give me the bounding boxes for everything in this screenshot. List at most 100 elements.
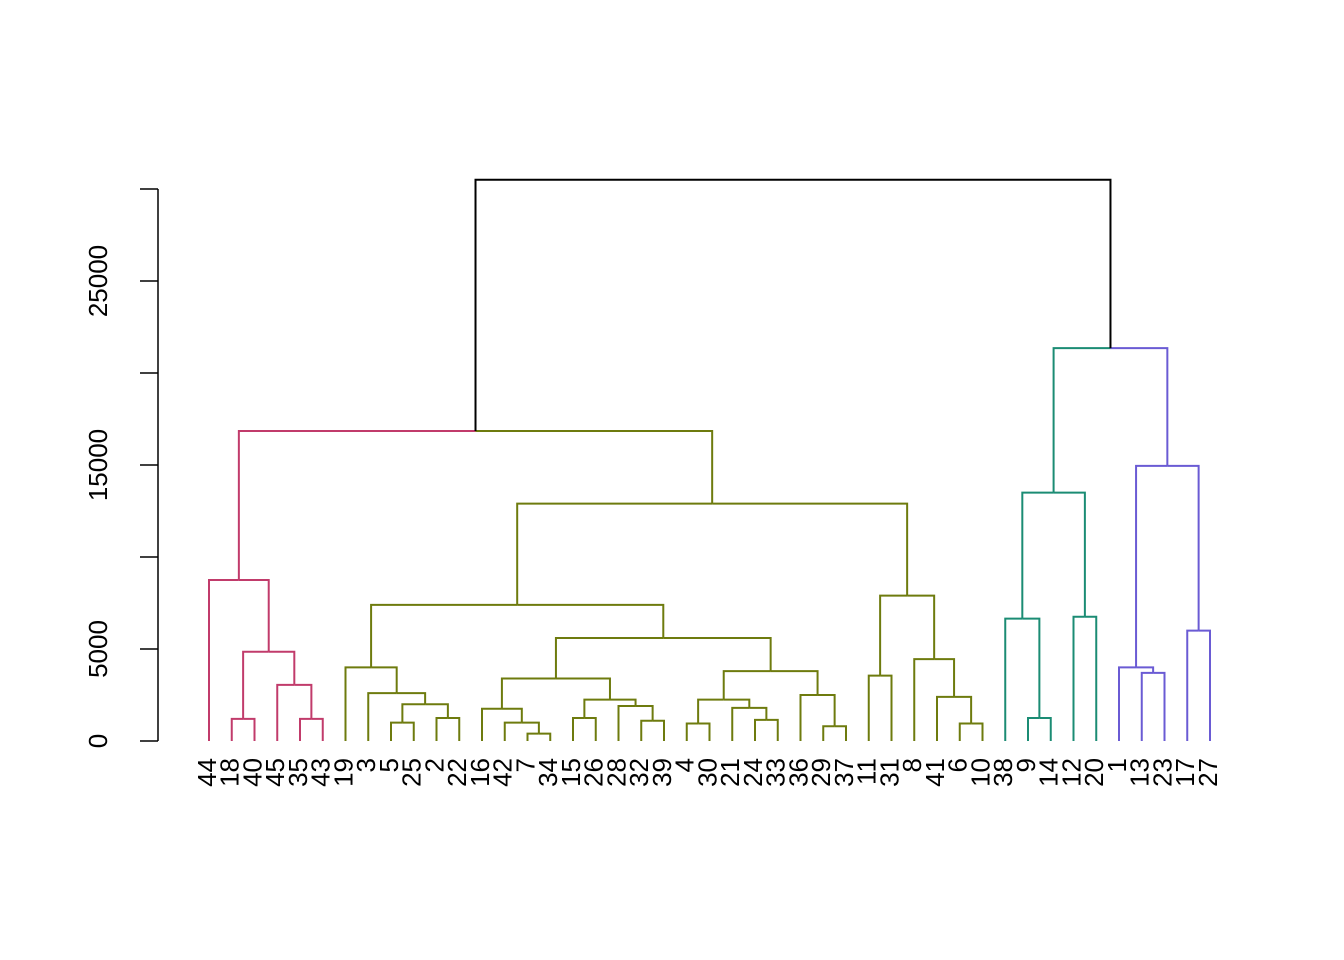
branch <box>652 719 665 741</box>
leaf-label: 20 <box>1079 758 1109 787</box>
leaf-label: 7 <box>510 758 540 772</box>
branch <box>243 717 256 741</box>
leaf-label: 38 <box>988 758 1018 787</box>
leaf-label: 5 <box>374 758 404 772</box>
branch <box>370 603 518 668</box>
branch <box>1052 347 1111 493</box>
branch <box>481 707 502 741</box>
branch <box>1022 617 1041 718</box>
leaf-label: 26 <box>579 758 609 787</box>
branch <box>934 658 956 697</box>
branch <box>447 717 461 741</box>
leaf-label: 21 <box>715 758 745 787</box>
branch <box>685 722 699 741</box>
branch <box>1110 347 1169 466</box>
leaf-label: 15 <box>556 758 586 787</box>
branch <box>822 725 835 741</box>
branch <box>538 732 552 741</box>
branch <box>516 502 713 605</box>
leaf-label: 16 <box>465 758 495 787</box>
branch <box>583 698 610 718</box>
branch <box>698 722 711 741</box>
leaf-label: 33 <box>761 758 791 787</box>
branch <box>617 705 636 741</box>
leaf-label: 28 <box>601 758 631 787</box>
branch <box>367 692 397 741</box>
leaf-label: 22 <box>442 758 472 787</box>
branch <box>1135 464 1168 668</box>
leaf-label: 32 <box>624 758 654 787</box>
branch <box>268 650 296 685</box>
leaf-label: 23 <box>1147 758 1177 787</box>
branch <box>1021 491 1054 619</box>
branch <box>299 717 312 741</box>
leaf-label: 45 <box>260 758 290 787</box>
leaf-label: 11 <box>852 758 882 785</box>
leaf-label: 6 <box>943 758 973 772</box>
branch <box>1053 491 1086 617</box>
branch <box>501 707 523 723</box>
branch <box>817 694 836 727</box>
y-tick-label: 25000 <box>83 245 113 317</box>
branch <box>640 719 653 741</box>
branch <box>609 698 637 707</box>
branch <box>475 429 714 504</box>
leaf-label: 25 <box>397 758 427 787</box>
branch <box>1072 615 1085 741</box>
branch <box>237 429 476 580</box>
branch <box>584 717 597 741</box>
leaf-label: 42 <box>488 758 518 787</box>
branch <box>1004 617 1023 741</box>
branch <box>936 695 955 741</box>
branch <box>555 677 611 700</box>
leaf-label: 13 <box>1125 758 1155 787</box>
branch <box>971 722 984 741</box>
branch <box>1167 464 1200 631</box>
branch <box>954 695 973 724</box>
leaf-label: 4 <box>670 758 700 772</box>
branch <box>1084 615 1098 741</box>
y-tick-label: 15000 <box>83 429 113 501</box>
branch <box>879 594 908 676</box>
branch <box>663 636 772 672</box>
branch <box>1136 666 1155 673</box>
branch <box>572 717 585 741</box>
leaf-label: 12 <box>1056 758 1086 787</box>
branch <box>425 703 449 718</box>
branch <box>880 674 893 741</box>
branch <box>749 706 768 720</box>
leaf-label: 19 <box>328 758 358 787</box>
branch <box>907 594 936 660</box>
leaf-label: 24 <box>738 758 768 787</box>
branch <box>958 722 972 741</box>
leaf-label: 3 <box>351 758 381 772</box>
branch <box>1198 629 1211 741</box>
branch <box>1140 671 1154 741</box>
branch <box>723 698 751 708</box>
branch <box>834 725 847 741</box>
leaf-label: 8 <box>897 758 927 772</box>
branch <box>1118 666 1137 741</box>
leaf-label: 40 <box>237 758 267 787</box>
branch <box>792 178 1112 349</box>
branch <box>294 683 313 719</box>
leaf-label: 27 <box>1193 758 1223 787</box>
leaf-label: 18 <box>215 758 245 787</box>
branch <box>754 718 767 741</box>
leaf-label: 44 <box>192 758 222 787</box>
branch <box>311 717 324 741</box>
branch <box>554 636 664 679</box>
branch <box>242 650 269 719</box>
leaf-label: 37 <box>829 758 859 787</box>
leaf-label: 41 <box>920 758 950 787</box>
branch <box>635 705 654 721</box>
branch <box>867 674 881 741</box>
branch <box>238 579 270 652</box>
leaf-label: 29 <box>806 758 836 787</box>
y-tick-label: 5000 <box>83 620 113 678</box>
leaf-label: 34 <box>533 758 563 787</box>
branch <box>1039 717 1052 741</box>
leaf-label: 9 <box>1011 758 1041 772</box>
branch <box>913 658 935 741</box>
